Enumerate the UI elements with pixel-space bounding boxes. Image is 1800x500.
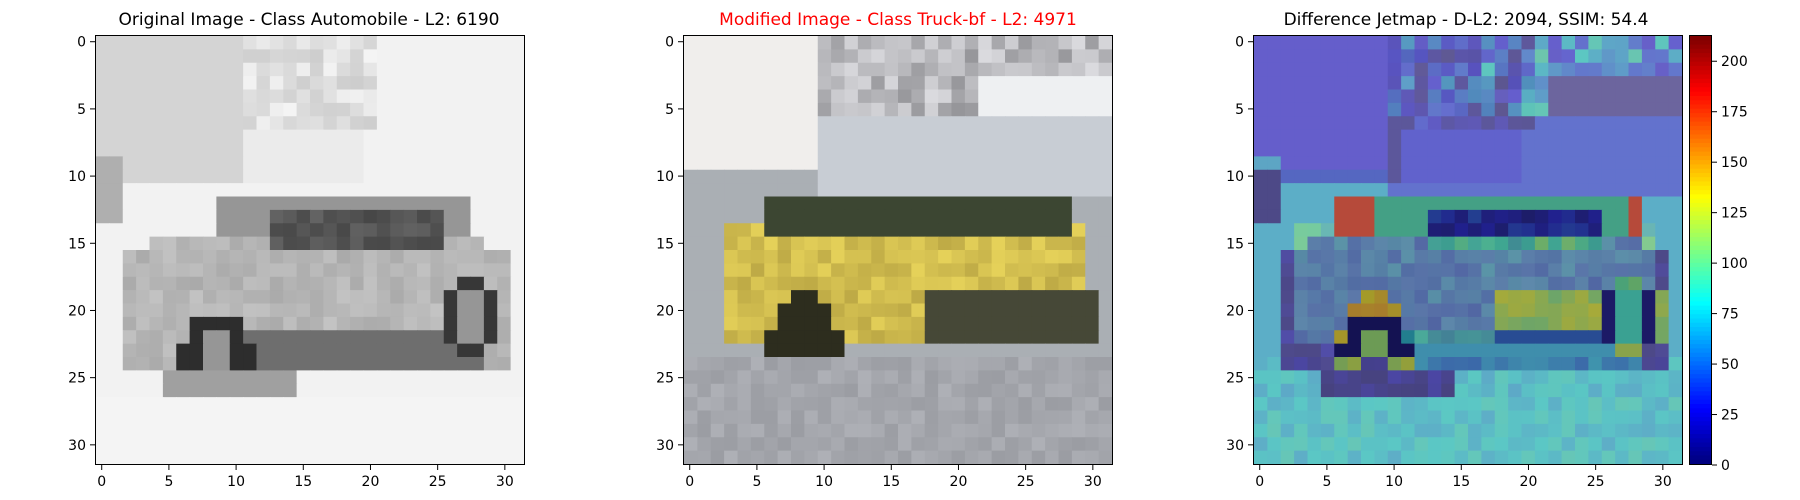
- original-image: [95, 35, 525, 465]
- y-tick-label: 20: [656, 303, 674, 319]
- y-tick-label: 5: [665, 102, 674, 118]
- y-tick-label: 15: [656, 236, 674, 252]
- y-tick-label: 30: [68, 438, 86, 454]
- y-tick-label: 5: [77, 102, 86, 118]
- y-tick-label: 0: [77, 35, 86, 51]
- y-tick-label: 15: [68, 236, 86, 252]
- colorbar-tick-label: 75: [1721, 307, 1739, 323]
- panel-title-modified: Modified Image - Class Truck-bf - L2: 49…: [719, 10, 1077, 30]
- colorbar-tick-label: 25: [1721, 408, 1739, 424]
- x-tick-label: 20: [362, 474, 380, 490]
- panel-title-original: Original Image - Class Automobile - L2: …: [118, 10, 500, 30]
- x-tick-label: 30: [496, 474, 514, 490]
- x-tick-label: 15: [294, 474, 312, 490]
- x-tick-label: 20: [1520, 474, 1538, 490]
- x-tick-label: 10: [815, 474, 833, 490]
- x-tick-label: 10: [1385, 474, 1403, 490]
- y-tick-label: 25: [68, 371, 86, 387]
- difference-jetmap: [1253, 35, 1683, 465]
- colorbar-tick-label: 50: [1721, 357, 1739, 373]
- y-tick-label: 15: [1226, 236, 1244, 252]
- modified-image: [683, 35, 1113, 465]
- colorbar-tick-label: 150: [1721, 155, 1748, 171]
- y-tick-label: 10: [1226, 169, 1244, 185]
- x-tick-label: 15: [1452, 474, 1470, 490]
- x-tick-label: 25: [429, 474, 447, 490]
- x-tick-label: 25: [1587, 474, 1605, 490]
- y-tick-label: 5: [1235, 102, 1244, 118]
- y-tick-label: 0: [1235, 35, 1244, 51]
- x-tick-label: 20: [950, 474, 968, 490]
- panel-title-difference: Difference Jetmap - D-L2: 2094, SSIM: 54…: [1283, 10, 1649, 30]
- x-tick-label: 0: [685, 474, 694, 490]
- colorbar: [1689, 35, 1712, 465]
- y-tick-label: 0: [665, 35, 674, 51]
- modified-image-pixels: [684, 36, 1112, 464]
- x-tick-label: 0: [97, 474, 106, 490]
- x-tick-label: 0: [1255, 474, 1264, 490]
- y-tick-label: 30: [1226, 438, 1244, 454]
- colorbar-tick-label: 0: [1721, 458, 1730, 474]
- x-tick-label: 15: [882, 474, 900, 490]
- y-tick-label: 25: [1226, 371, 1244, 387]
- y-tick-label: 25: [656, 371, 674, 387]
- x-tick-label: 30: [1084, 474, 1102, 490]
- y-tick-label: 30: [656, 438, 674, 454]
- x-tick-label: 30: [1654, 474, 1672, 490]
- y-tick-label: 20: [1226, 303, 1244, 319]
- x-tick-label: 5: [164, 474, 173, 490]
- x-tick-label: 5: [1322, 474, 1331, 490]
- colorbar-tick-label: 125: [1721, 206, 1748, 222]
- original-image-pixels: [96, 36, 524, 464]
- x-tick-label: 10: [227, 474, 245, 490]
- colorbar-tick-label: 100: [1721, 256, 1748, 272]
- y-tick-label: 10: [68, 169, 86, 185]
- colorbar-tick-label: 200: [1721, 54, 1748, 70]
- y-tick-label: 10: [656, 169, 674, 185]
- colorbar-gradient: [1690, 36, 1711, 464]
- x-tick-label: 25: [1017, 474, 1035, 490]
- colorbar-tick-label: 175: [1721, 105, 1748, 121]
- difference-jetmap-pixels: [1254, 36, 1682, 464]
- y-tick-label: 20: [68, 303, 86, 319]
- x-tick-label: 5: [752, 474, 761, 490]
